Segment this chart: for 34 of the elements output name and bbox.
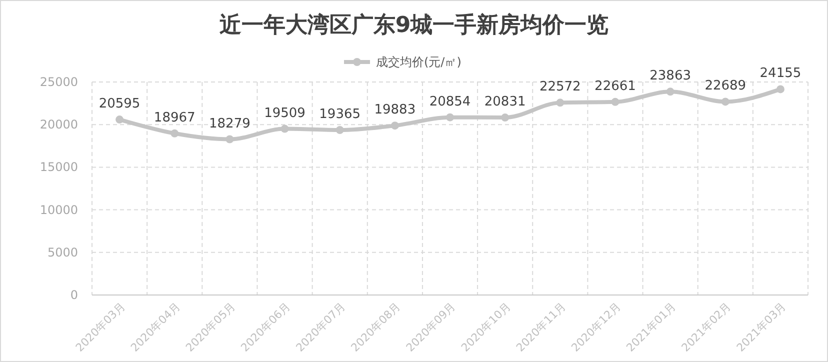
point	[721, 98, 730, 106]
data-label: 22661	[594, 78, 636, 94]
data-label: 22689	[704, 78, 746, 94]
data-label: 20854	[429, 94, 471, 110]
point	[611, 98, 620, 106]
y-tick-label: 25000	[40, 75, 78, 89]
data-label: 19883	[374, 102, 416, 118]
y-tick-label: 0	[70, 288, 78, 302]
point	[666, 88, 674, 96]
y-tick-label: 20000	[40, 118, 78, 132]
data-label: 19365	[319, 107, 361, 122]
data-label: 22572	[539, 80, 581, 95]
point	[446, 113, 454, 122]
y-tick-label: 10000	[40, 202, 78, 217]
data-label: 19509	[264, 106, 306, 121]
point	[390, 122, 399, 130]
point	[556, 98, 564, 107]
point	[280, 124, 289, 133]
chart-title: 近一年大湾区广东9城一手新房均价一览	[218, 12, 609, 38]
point	[776, 85, 784, 94]
point	[170, 129, 179, 138]
point	[336, 126, 344, 134]
point	[226, 135, 234, 144]
data-label: 24155	[760, 66, 802, 82]
y-tick-label: 5000	[47, 245, 78, 260]
legend-label: 成交均价(元/㎡)	[376, 55, 462, 69]
data-label: 18967	[154, 110, 196, 126]
data-label: 18279	[209, 116, 250, 132]
y-tick-label: 15000	[40, 160, 78, 174]
point	[501, 114, 510, 122]
data-label: 20595	[98, 96, 140, 112]
point	[116, 116, 124, 124]
data-label: 20831	[484, 94, 526, 110]
data-label: 23863	[650, 68, 691, 84]
